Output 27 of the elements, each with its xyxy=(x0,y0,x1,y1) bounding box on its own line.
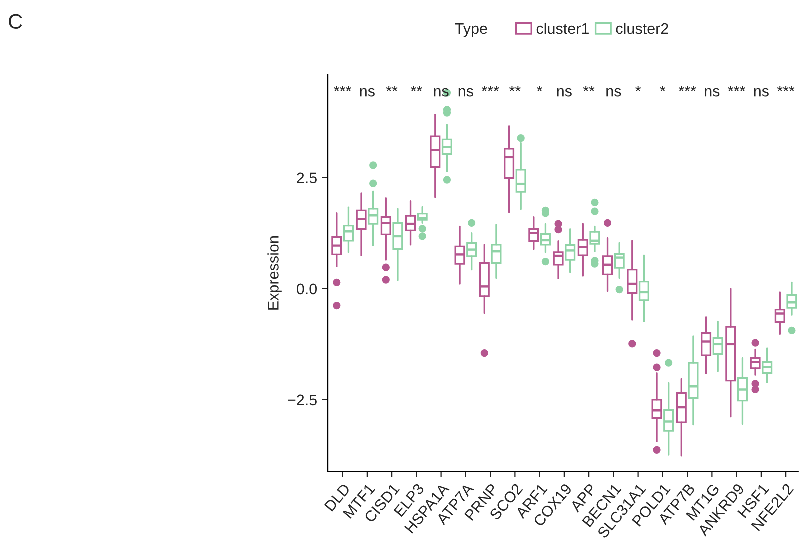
annotation: ns xyxy=(557,88,572,97)
y-axis-title: Expression xyxy=(268,236,282,310)
annotation: *** xyxy=(728,86,746,92)
legend-label: cluster2 xyxy=(616,22,668,34)
annotation: ns xyxy=(705,88,720,97)
legend-label: cluster1 xyxy=(536,22,589,34)
annotation: * xyxy=(660,86,666,92)
annotation: * xyxy=(537,86,543,92)
annotation: ns xyxy=(606,88,622,97)
annotation: ** xyxy=(509,86,521,92)
legend-title: Type xyxy=(455,24,488,38)
y-tick-label: 0.0 xyxy=(296,284,318,295)
y-tick-label: 2.5 xyxy=(297,172,317,184)
annotation: ns xyxy=(434,88,449,97)
text: C xyxy=(9,14,22,30)
annotation: ** xyxy=(410,86,422,92)
annotation: *** xyxy=(482,86,500,92)
annotation: *** xyxy=(334,86,352,92)
annotation: ** xyxy=(583,86,595,92)
annotation: ns xyxy=(754,88,769,97)
annotation: ns xyxy=(458,88,474,97)
annotation: *** xyxy=(678,86,696,92)
annotation: *** xyxy=(777,86,795,92)
annotation: ** xyxy=(386,86,398,92)
annotation: * xyxy=(636,86,642,92)
y-tick-label: −2.5 xyxy=(288,394,317,406)
annotation: ns xyxy=(360,88,375,97)
